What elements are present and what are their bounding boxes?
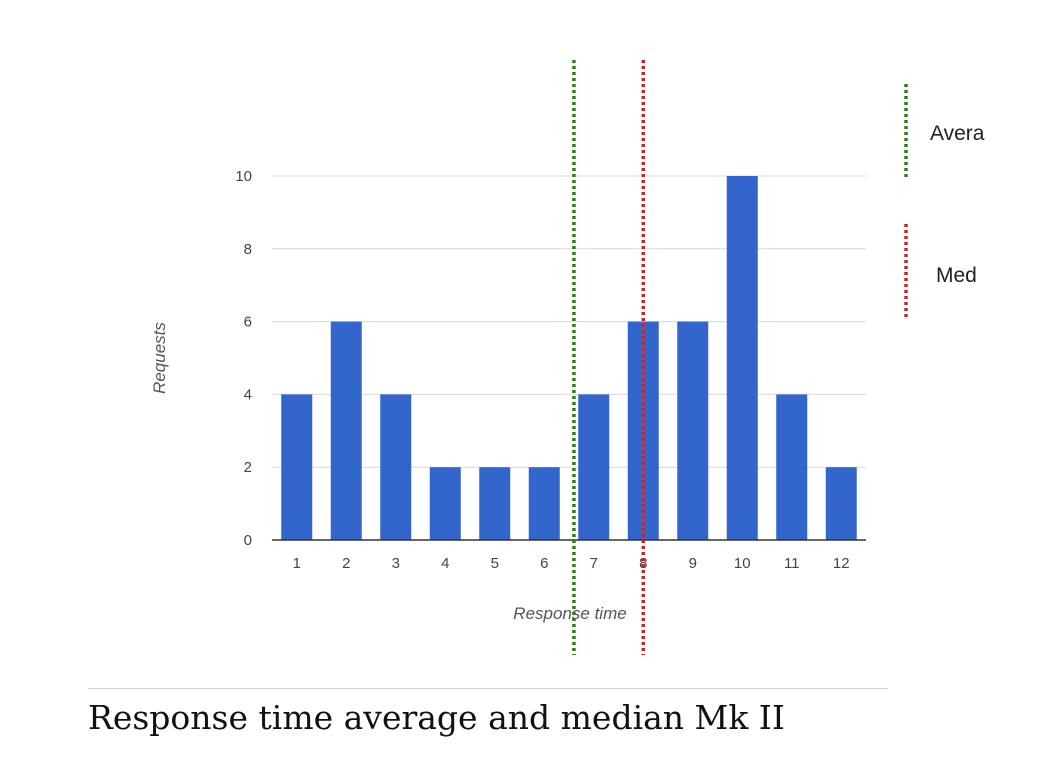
bar-10 <box>726 176 758 540</box>
x-axis-title: Response time <box>513 604 626 623</box>
bar-3 <box>380 394 412 540</box>
x-tick-label: 3 <box>392 555 400 572</box>
y-tick-label: 10 <box>235 168 252 185</box>
bar-4 <box>429 467 461 540</box>
bar-7 <box>578 394 610 540</box>
bar-11 <box>776 394 808 540</box>
bar-5 <box>479 467 511 540</box>
x-tick-label: 11 <box>784 555 800 572</box>
x-tick-label: 12 <box>833 555 850 572</box>
y-tick-label: 8 <box>244 241 252 258</box>
x-tick-label: 1 <box>293 555 301 572</box>
bar-12 <box>825 467 857 540</box>
y-tick-label: 0 <box>244 532 252 549</box>
x-tick-label: 6 <box>540 555 548 572</box>
bar-1 <box>281 394 313 540</box>
average-legend-label: Avera <box>930 122 985 145</box>
y-tick-label: 2 <box>244 459 252 476</box>
y-axis-title: Requests <box>150 322 169 394</box>
legend: Avera Med <box>904 84 985 320</box>
x-tick-label: 8 <box>639 555 647 572</box>
bar-8 <box>627 321 659 540</box>
caption-divider <box>88 688 888 689</box>
x-tick-label: 9 <box>689 555 697 572</box>
x-tick-label: 10 <box>734 555 751 572</box>
y-tick-labels: 0 2 4 6 8 10 <box>235 168 252 549</box>
x-tick-label: 7 <box>590 555 598 572</box>
bar-6 <box>528 467 560 540</box>
x-tick-label: 5 <box>491 555 499 572</box>
bar-9 <box>677 321 709 540</box>
y-tick-label: 6 <box>244 314 252 331</box>
x-tick-label: 4 <box>441 555 449 572</box>
median-legend-label: Med <box>936 264 977 287</box>
bar-2 <box>330 321 362 540</box>
x-tick-labels: 1 2 3 4 5 6 7 8 9 10 11 12 <box>293 555 850 572</box>
figure-caption: Response time average and median Mk II <box>88 698 785 737</box>
y-tick-label: 4 <box>244 386 252 403</box>
bars <box>281 176 857 540</box>
x-tick-label: 2 <box>342 555 350 572</box>
gridlines <box>272 175 866 468</box>
